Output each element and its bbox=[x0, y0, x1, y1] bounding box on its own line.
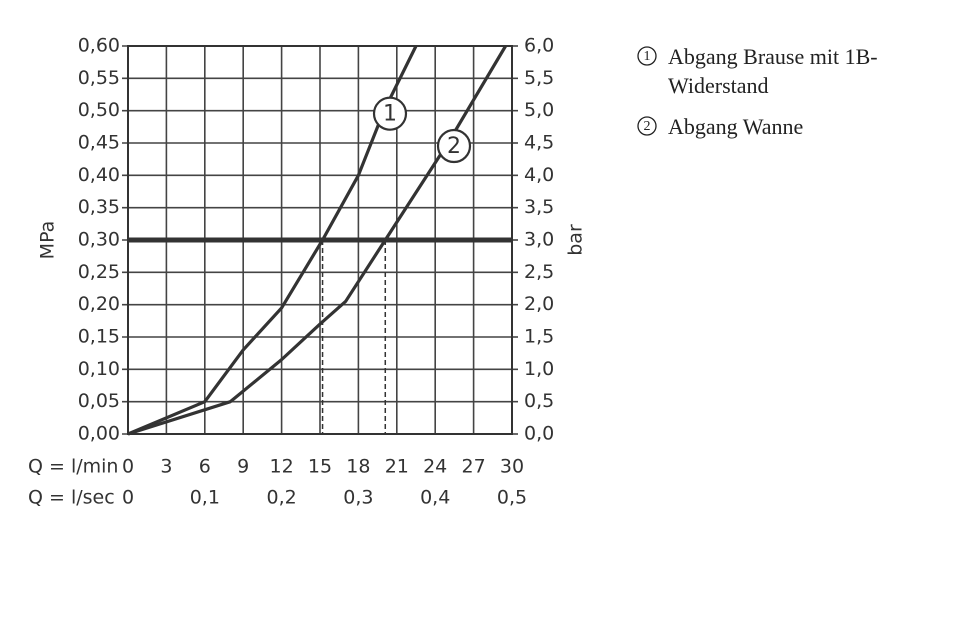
legend-entry: 2 Abgang Wanne bbox=[636, 112, 918, 141]
x-axis-label: Q = l/min bbox=[28, 456, 118, 478]
legend-entry: 1 Abgang Brause mit 1B-Widerstand bbox=[636, 42, 918, 100]
series-callout-label: 1 bbox=[383, 102, 397, 127]
y2-tick-label: 0,5 bbox=[524, 390, 554, 412]
x-tick-label: 12 bbox=[270, 456, 294, 478]
y-tick-label: 0,25 bbox=[78, 261, 120, 283]
y2-tick-label: 3,0 bbox=[524, 229, 554, 251]
y-axis-label: MPa bbox=[37, 221, 59, 260]
x-tick-label: 24 bbox=[423, 456, 447, 478]
y-tick-label: 0,15 bbox=[78, 326, 120, 348]
x2-tick-label: 0,3 bbox=[343, 487, 373, 509]
x-tick-label: 18 bbox=[346, 456, 370, 478]
y2-axis-label: bar bbox=[565, 224, 587, 256]
legend-symbol-label: 1 bbox=[644, 49, 651, 64]
series-line bbox=[127, 45, 507, 436]
y2-tick-label: 2,0 bbox=[524, 293, 554, 315]
x2-tick-label: 0 bbox=[122, 487, 134, 509]
x-tick-label: 3 bbox=[160, 456, 172, 478]
legend-symbol: 2 bbox=[637, 116, 657, 136]
y-tick-label: 0,20 bbox=[78, 293, 120, 315]
y-tick-label: 0,35 bbox=[78, 196, 120, 218]
x2-axis-label: Q = l/sec bbox=[28, 487, 115, 509]
y-tick-label: 0,60 bbox=[78, 35, 120, 57]
x-tick-label: 21 bbox=[385, 456, 409, 478]
y-tick-label: 0,50 bbox=[78, 99, 120, 121]
y-tick-label: 0,00 bbox=[78, 423, 120, 445]
x-tick-label: 15 bbox=[308, 456, 332, 478]
y2-tick-label: 0,0 bbox=[524, 423, 554, 445]
legend: 1 Abgang Brause mit 1B-Widerstand 2 Abgang … bbox=[636, 42, 918, 153]
x-tick-label: 0 bbox=[122, 456, 134, 478]
y2-tick-label: 2,5 bbox=[524, 261, 554, 283]
y2-tick-label: 3,5 bbox=[524, 196, 554, 218]
x-tick-label: 6 bbox=[199, 456, 211, 478]
y2-tick-label: 5,5 bbox=[524, 67, 554, 89]
y2-tick-label: 1,5 bbox=[524, 326, 554, 348]
x-tick-label: 9 bbox=[237, 456, 249, 478]
legend-circle bbox=[637, 46, 657, 66]
x-tick-label: 30 bbox=[500, 456, 524, 478]
y2-tick-label: 1,0 bbox=[524, 358, 554, 380]
x2-tick-label: 0,1 bbox=[190, 487, 220, 509]
y-tick-label: 0,10 bbox=[78, 358, 120, 380]
x2-tick-label: 0,4 bbox=[420, 487, 450, 509]
legend-circle bbox=[637, 116, 657, 136]
y2-tick-label: 6,0 bbox=[524, 35, 554, 57]
y2-tick-label: 5,0 bbox=[524, 99, 554, 121]
series-callout bbox=[372, 96, 408, 131]
y-tick-label: 0,55 bbox=[78, 67, 120, 89]
y-tick-label: 0,05 bbox=[78, 390, 120, 412]
series-callout bbox=[436, 128, 472, 164]
x2-tick-label: 0,5 bbox=[497, 487, 527, 509]
chart: Q = l/min Q = l/sec MPa bar 0 3 6 9 12 15 18 21… bbox=[28, 35, 587, 509]
y-tick-label: 0,30 bbox=[78, 229, 120, 251]
series-callout-label: 2 bbox=[447, 134, 461, 159]
legend-label: Abgang Brause mit 1B-Widerstand bbox=[668, 44, 878, 98]
y-tick-label: 0,40 bbox=[78, 164, 120, 186]
y2-tick-label: 4,0 bbox=[524, 164, 554, 186]
x-tick-label: 27 bbox=[462, 456, 486, 478]
legend-label: Abgang Wanne bbox=[668, 114, 804, 139]
y2-tick-label: 4,5 bbox=[524, 132, 554, 154]
legend-symbol-label: 2 bbox=[644, 119, 651, 134]
x2-tick-label: 0,2 bbox=[266, 487, 296, 509]
legend-symbol: 1 bbox=[637, 46, 657, 66]
y-tick-label: 0,45 bbox=[78, 132, 120, 154]
